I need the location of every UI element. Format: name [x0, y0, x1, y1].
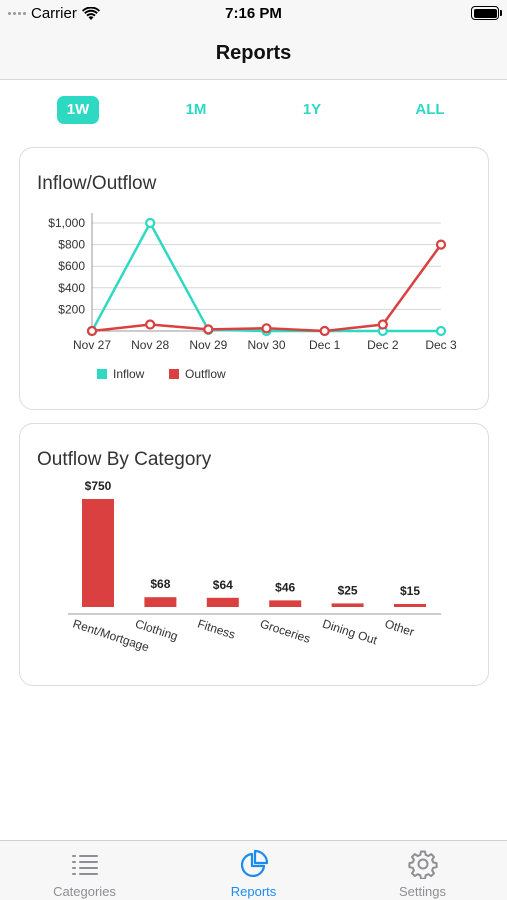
period-all-button[interactable]: ALL — [415, 101, 445, 118]
data-point-inflow — [435, 325, 447, 337]
category-label: Fitness — [196, 617, 237, 642]
data-point-outflow — [145, 319, 156, 330]
x-tick-label: Nov 28 — [131, 338, 169, 352]
legend-label-inflow: Inflow — [113, 367, 145, 381]
period-1m-button[interactable]: 1M — [185, 101, 207, 118]
carrier-info: Carrier — [8, 5, 100, 22]
tab-bar: Categories Reports Settings — [0, 840, 507, 900]
status-bar: Carrier 7:16 PM — [0, 0, 507, 28]
tab-categories[interactable]: Categories — [0, 841, 169, 900]
period-1y-button[interactable]: 1Y — [302, 101, 322, 118]
bar — [144, 597, 177, 607]
wifi-icon — [81, 6, 100, 20]
bar-value-label: $46 — [275, 580, 295, 594]
data-point-outflow — [377, 319, 388, 330]
battery-tip — [500, 10, 502, 16]
tab-categories-label: Categories — [53, 884, 116, 899]
gear-icon — [407, 850, 438, 879]
inflow-outflow-chart: $200 $400 $600 $800 $1,000 Nov 27 Nov 28 Nov 29… — [48, 213, 457, 381]
x-tick-label: Nov 27 — [73, 338, 111, 352]
tab-settings-label: Settings — [399, 884, 446, 899]
x-tick-label: Nov 30 — [247, 338, 285, 352]
bar-value-label: $68 — [150, 577, 170, 591]
y-tick-label: $400 — [58, 281, 85, 295]
bar — [331, 603, 364, 607]
category-label: Dining Out — [321, 617, 380, 648]
x-tick-label: Nov 29 — [189, 338, 227, 352]
x-tick-label: Dec 3 — [425, 338, 457, 352]
bar — [82, 499, 114, 607]
inflow-outflow-title: Inflow/Outflow — [37, 173, 157, 194]
outflow-category-title: Outflow By Category — [37, 449, 212, 470]
signal-icon — [8, 12, 26, 15]
y-tick-label: $600 — [58, 259, 85, 273]
data-point-outflow — [435, 239, 447, 250]
x-tick-label: Dec 1 — [309, 338, 341, 352]
data-point-outflow — [261, 323, 272, 334]
bar — [269, 600, 302, 607]
y-tick-label: $1,000 — [48, 216, 85, 230]
category-label: Groceries — [258, 617, 312, 646]
outflow-category-card: Outflow By Category $750 Rent/Mortgage $68… — [19, 423, 489, 686]
category-label: Other — [383, 617, 416, 640]
legend-swatch-inflow — [97, 369, 107, 379]
pie-chart-icon — [240, 849, 268, 878]
legend-label-outflow: Outflow — [185, 367, 226, 381]
navigation-bar: Reports — [0, 28, 507, 80]
legend-swatch-outflow — [169, 369, 179, 379]
tab-reports-label: Reports — [230, 884, 277, 899]
bar-value-label: $25 — [338, 583, 358, 597]
outflow-category-chart: $750Rent/Mortgage$68Clothing$64Fitness$4… — [68, 479, 441, 654]
bar — [206, 597, 239, 607]
bar-value-label: $64 — [213, 578, 233, 592]
bar — [394, 604, 426, 607]
data-point-outflow — [319, 325, 330, 337]
y-tick-label: $200 — [58, 302, 85, 316]
bar-value-label: $15 — [400, 584, 420, 598]
data-point-outflow — [203, 324, 214, 335]
x-tick-label: Dec 2 — [367, 338, 399, 352]
carrier-name: Carrier — [31, 5, 77, 22]
period-selector: 1W 1M 1Y ALL — [0, 94, 507, 126]
list-icon — [71, 855, 98, 875]
data-point-inflow — [145, 217, 156, 229]
data-point-outflow — [86, 325, 98, 337]
bar-value-label: $750 — [85, 479, 112, 493]
inflow-outflow-card: Inflow/Outflow $200 $400 $600 $800 $1,000 Nov… — [19, 147, 489, 410]
period-1w-button[interactable]: 1W — [57, 96, 99, 124]
page-title: Reports — [215, 42, 292, 64]
battery-icon — [471, 6, 499, 20]
tab-settings[interactable]: Settings — [338, 841, 507, 900]
status-time: 7:16 PM — [225, 5, 282, 22]
tab-reports[interactable]: Reports — [169, 841, 338, 900]
y-tick-label: $800 — [58, 238, 85, 252]
